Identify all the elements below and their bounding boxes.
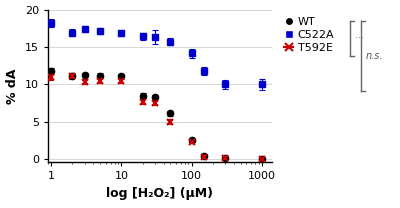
Legend: WT, C522A, T592E: WT, C522A, T592E [282, 14, 336, 56]
Text: n.s.: n.s. [366, 51, 384, 61]
X-axis label: log [H₂O₂] (μM): log [H₂O₂] (μM) [106, 187, 214, 200]
Text: ···: ··· [355, 34, 364, 43]
Y-axis label: % dA: % dA [6, 69, 19, 104]
